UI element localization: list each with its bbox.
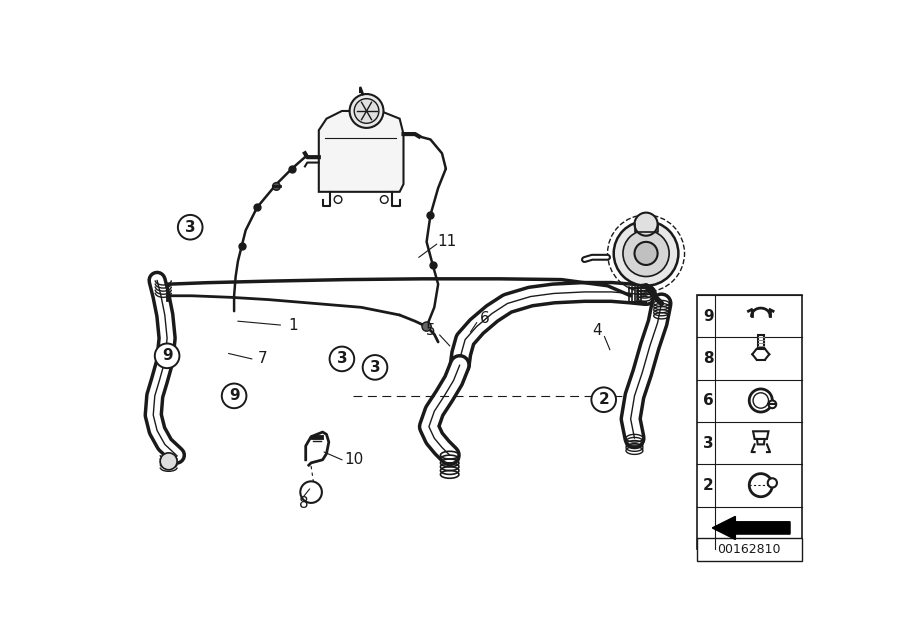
Text: 7: 7: [257, 352, 267, 366]
Circle shape: [301, 481, 322, 503]
Circle shape: [334, 196, 342, 204]
Circle shape: [273, 183, 280, 190]
Circle shape: [749, 389, 772, 412]
Polygon shape: [319, 111, 403, 192]
Text: 8: 8: [299, 496, 308, 511]
Text: 11: 11: [437, 235, 457, 249]
Text: 1: 1: [289, 317, 298, 333]
Circle shape: [769, 401, 776, 408]
Circle shape: [623, 230, 670, 277]
Text: 10: 10: [344, 452, 363, 467]
Text: 3: 3: [370, 360, 381, 375]
Circle shape: [614, 221, 679, 286]
Circle shape: [221, 384, 247, 408]
Text: 3: 3: [184, 220, 195, 235]
Text: 9: 9: [229, 389, 239, 403]
Text: 00162810: 00162810: [717, 543, 781, 556]
Circle shape: [381, 196, 388, 204]
Text: 4: 4: [592, 323, 601, 338]
Polygon shape: [758, 335, 764, 348]
Text: 5: 5: [426, 323, 436, 338]
Circle shape: [349, 94, 383, 128]
Circle shape: [422, 322, 431, 331]
Polygon shape: [712, 516, 790, 539]
Text: 6: 6: [703, 394, 714, 408]
Circle shape: [634, 212, 658, 236]
Circle shape: [329, 347, 355, 371]
Polygon shape: [753, 431, 769, 439]
Circle shape: [749, 474, 772, 497]
Bar: [697, 538, 802, 562]
Circle shape: [591, 387, 616, 412]
Circle shape: [363, 355, 387, 380]
Bar: [697, 295, 802, 549]
Text: 2: 2: [598, 392, 609, 407]
Text: 8: 8: [703, 351, 714, 366]
Polygon shape: [757, 439, 765, 445]
Text: 2: 2: [703, 478, 714, 493]
Text: 3: 3: [703, 436, 714, 451]
Circle shape: [178, 215, 202, 240]
Text: 6: 6: [480, 312, 490, 326]
Circle shape: [355, 99, 379, 123]
Text: 9: 9: [162, 349, 173, 363]
Circle shape: [768, 478, 777, 488]
Text: 9: 9: [703, 308, 714, 324]
Circle shape: [160, 453, 177, 470]
Circle shape: [634, 242, 658, 265]
Text: 3: 3: [337, 352, 347, 366]
Circle shape: [753, 393, 769, 408]
Circle shape: [155, 343, 179, 368]
